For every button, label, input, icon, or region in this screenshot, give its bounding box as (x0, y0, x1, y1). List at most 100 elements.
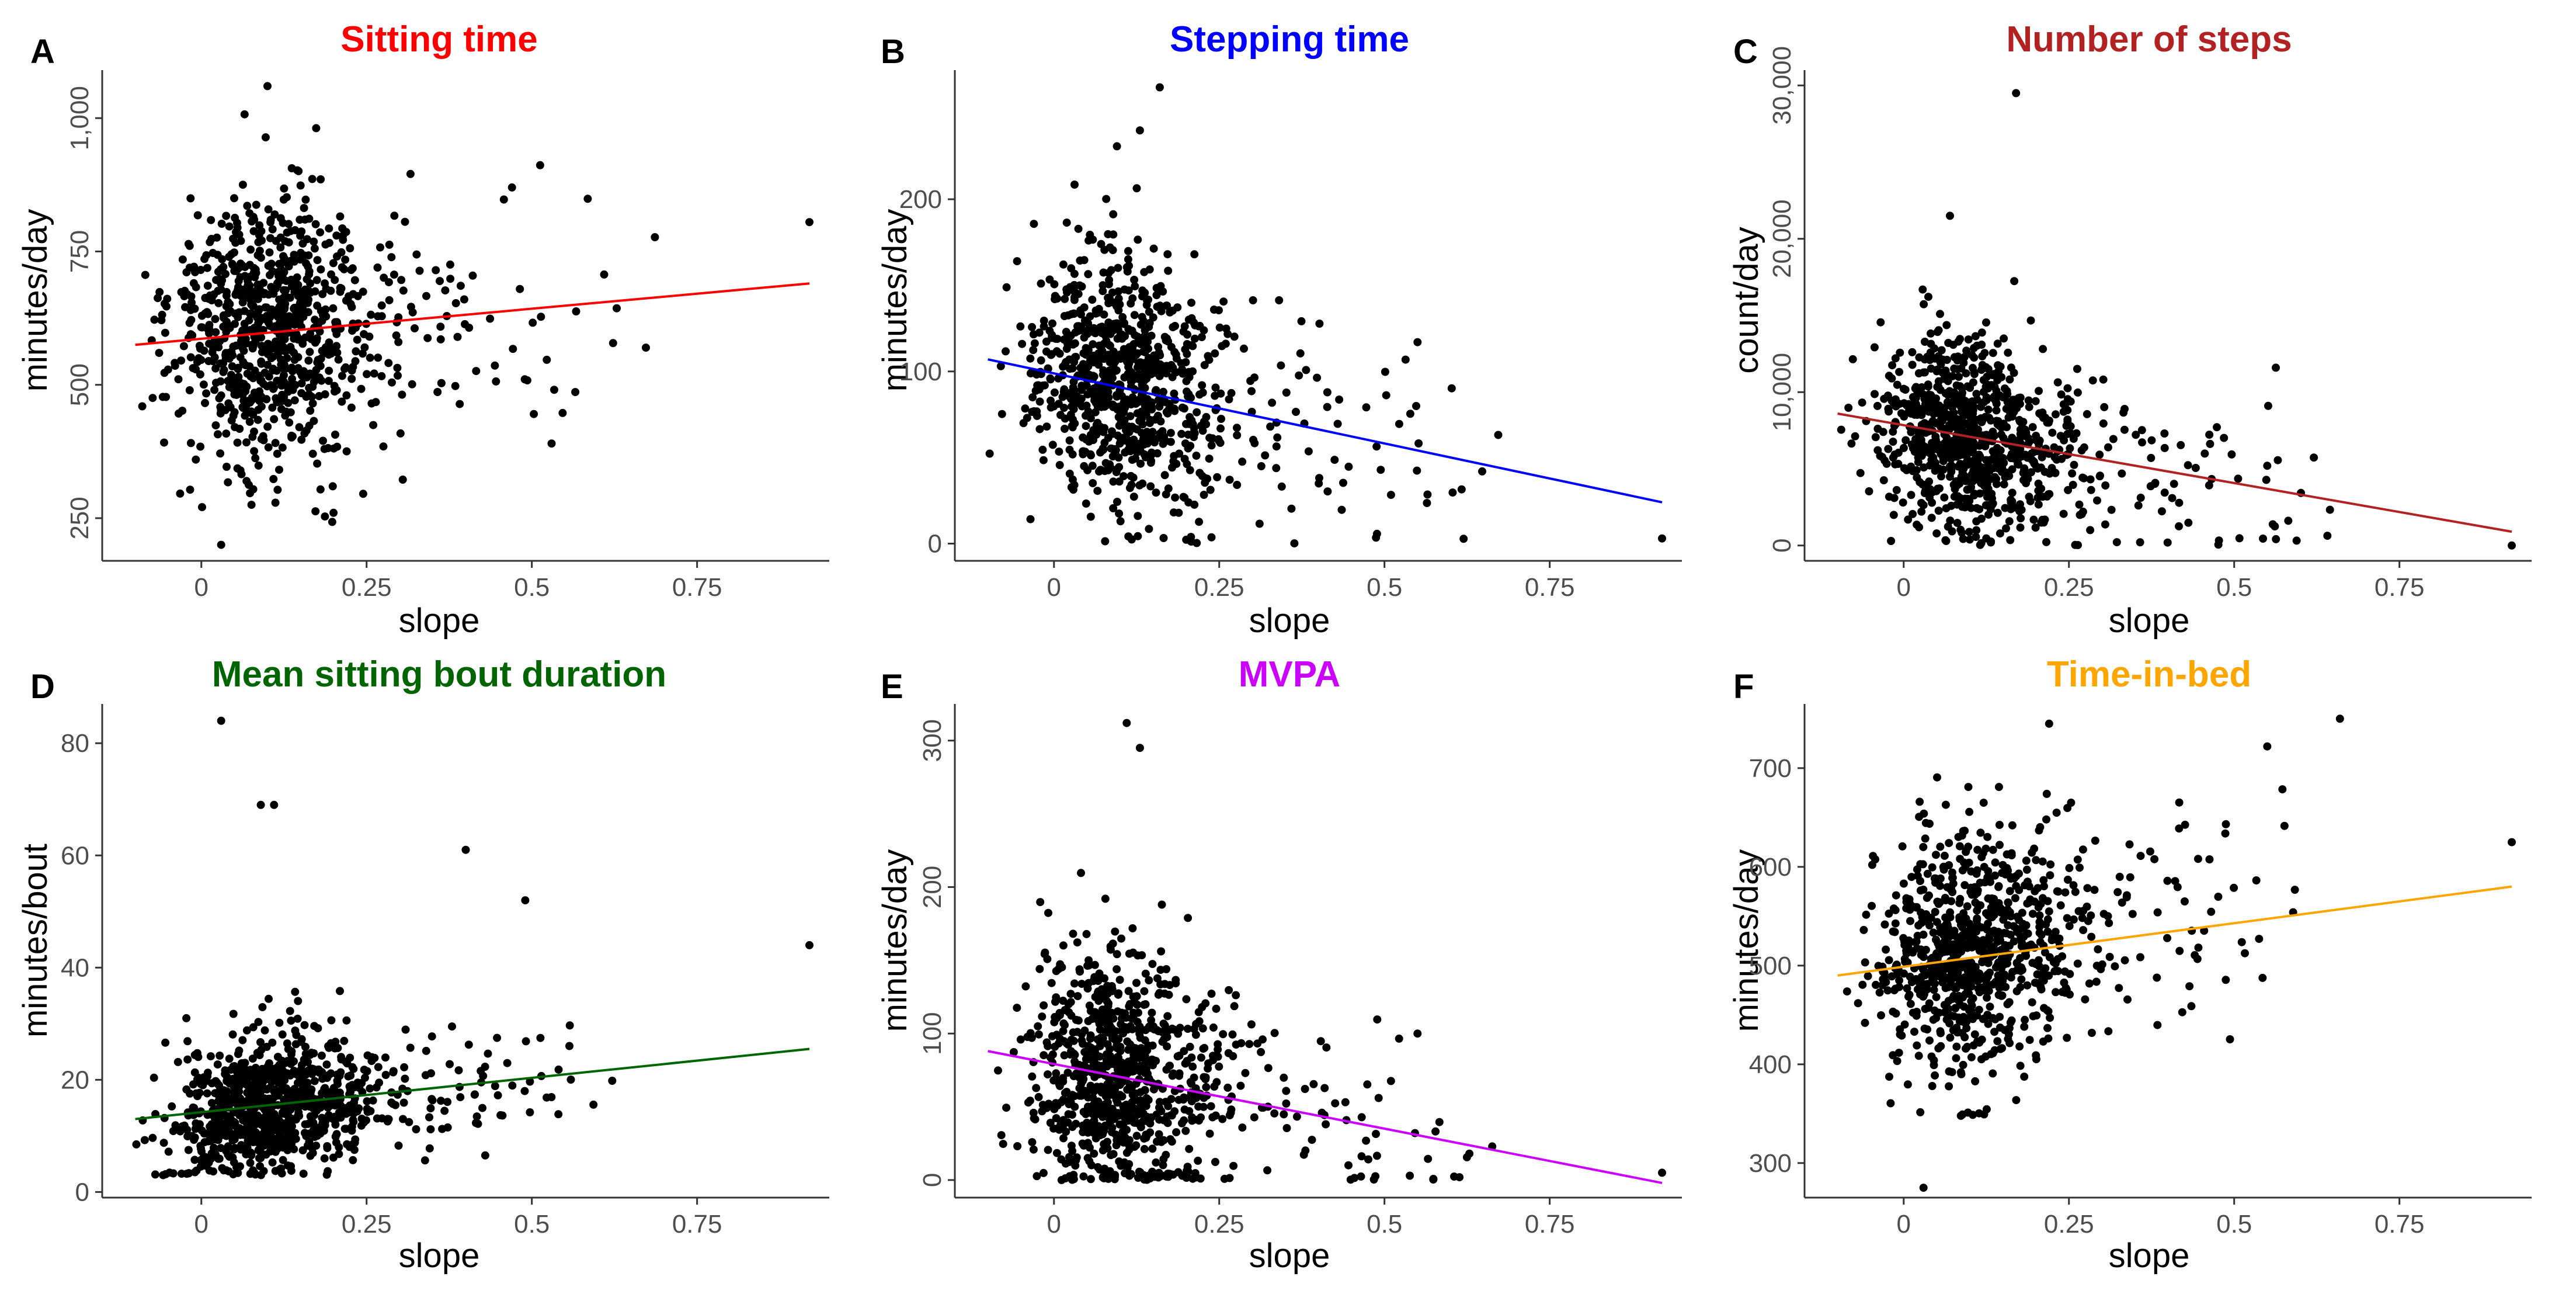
data-point (2029, 447, 2038, 456)
panel-letter: A (30, 33, 55, 71)
data-point (1081, 447, 1090, 456)
data-point (1323, 487, 1332, 496)
data-point (1002, 347, 1010, 356)
data-point (347, 403, 356, 412)
data-point (2031, 397, 2040, 405)
data-point (1160, 471, 1169, 480)
data-point (2273, 456, 2282, 464)
data-point (2020, 1073, 2029, 1081)
data-point (1658, 1168, 1666, 1177)
data-point (2068, 469, 2077, 478)
data-point (2137, 426, 2146, 435)
data-point (2063, 384, 2072, 393)
data-point (2264, 401, 2272, 410)
data-point (214, 1136, 223, 1144)
data-point (295, 1072, 304, 1081)
data-point (1076, 306, 1085, 315)
data-point (2015, 1042, 2024, 1051)
data-point (2120, 405, 2129, 413)
data-point (999, 1140, 1007, 1149)
data-point (1935, 410, 1944, 418)
x-tick-label: 0.5 (514, 573, 550, 602)
data-point (1086, 1007, 1095, 1015)
data-point (163, 294, 172, 303)
data-point (1113, 950, 1121, 959)
data-point (1942, 504, 1951, 513)
data-point (190, 1156, 199, 1164)
data-point (406, 303, 415, 311)
data-point (1121, 332, 1129, 341)
data-point (320, 1154, 329, 1163)
data-point (333, 318, 341, 327)
data-point (303, 1078, 312, 1087)
data-point (1916, 1108, 1925, 1116)
data-point (1907, 409, 1916, 418)
data-point (187, 292, 196, 301)
y-axis-label: minutes/bout (16, 844, 54, 1038)
data-point (290, 396, 299, 405)
data-point (196, 1120, 204, 1129)
data-point (391, 1101, 400, 1109)
data-point (1395, 1034, 1403, 1043)
data-point (1993, 508, 2002, 517)
data-point (2026, 316, 2035, 325)
data-point (248, 1054, 257, 1063)
data-point (1904, 515, 1913, 524)
data-point (1967, 405, 1976, 414)
data-point (151, 1170, 159, 1179)
data-point (273, 1063, 281, 1072)
data-point (1282, 388, 1291, 397)
data-point (1159, 534, 1168, 542)
data-point (385, 240, 394, 249)
data-point (1447, 384, 1456, 393)
data-point (1013, 1004, 1021, 1012)
data-point (300, 204, 308, 213)
data-point (2086, 526, 2095, 535)
data-point (2087, 485, 2095, 494)
data-point (214, 268, 223, 276)
data-point (287, 346, 296, 355)
data-point (188, 331, 197, 340)
x-tick-label: 0 (1897, 1210, 1911, 1239)
data-point (286, 380, 294, 389)
data-point (2025, 403, 2033, 411)
data-point (1226, 1108, 1235, 1117)
y-tick-label: 300 (1749, 1149, 1792, 1178)
data-point (1124, 247, 1132, 255)
data-point (2200, 449, 2209, 458)
regression-line (135, 282, 810, 346)
data-point (1070, 296, 1079, 304)
data-point (295, 423, 304, 432)
data-point (1887, 537, 1896, 545)
data-point (332, 386, 341, 394)
data-point (223, 1077, 231, 1085)
data-point (401, 1025, 410, 1034)
data-point (272, 338, 280, 347)
data-point (317, 376, 326, 385)
data-point (369, 1096, 377, 1105)
data-point (196, 266, 205, 274)
data-point (381, 1053, 390, 1062)
data-point (440, 1106, 449, 1115)
data-point (405, 1118, 413, 1126)
data-point (254, 405, 263, 414)
data-point (1372, 533, 1381, 542)
data-point (1372, 1151, 1381, 1160)
panel-letter: B (881, 33, 905, 71)
data-point (1065, 339, 1074, 348)
data-point (985, 449, 994, 458)
data-point (1134, 532, 1142, 540)
data-point (1233, 481, 1242, 489)
data-point (1138, 420, 1147, 429)
data-point (217, 1087, 226, 1096)
data-point (1927, 364, 1935, 373)
data-point (1135, 1167, 1143, 1176)
data-point (1979, 376, 1988, 384)
data-point (1868, 861, 1876, 869)
data-point (1272, 442, 1281, 451)
data-point (220, 366, 228, 374)
data-point (1341, 1098, 1350, 1106)
data-point (1057, 1175, 1066, 1184)
data-point (2063, 417, 2072, 426)
data-point (1068, 422, 1076, 431)
